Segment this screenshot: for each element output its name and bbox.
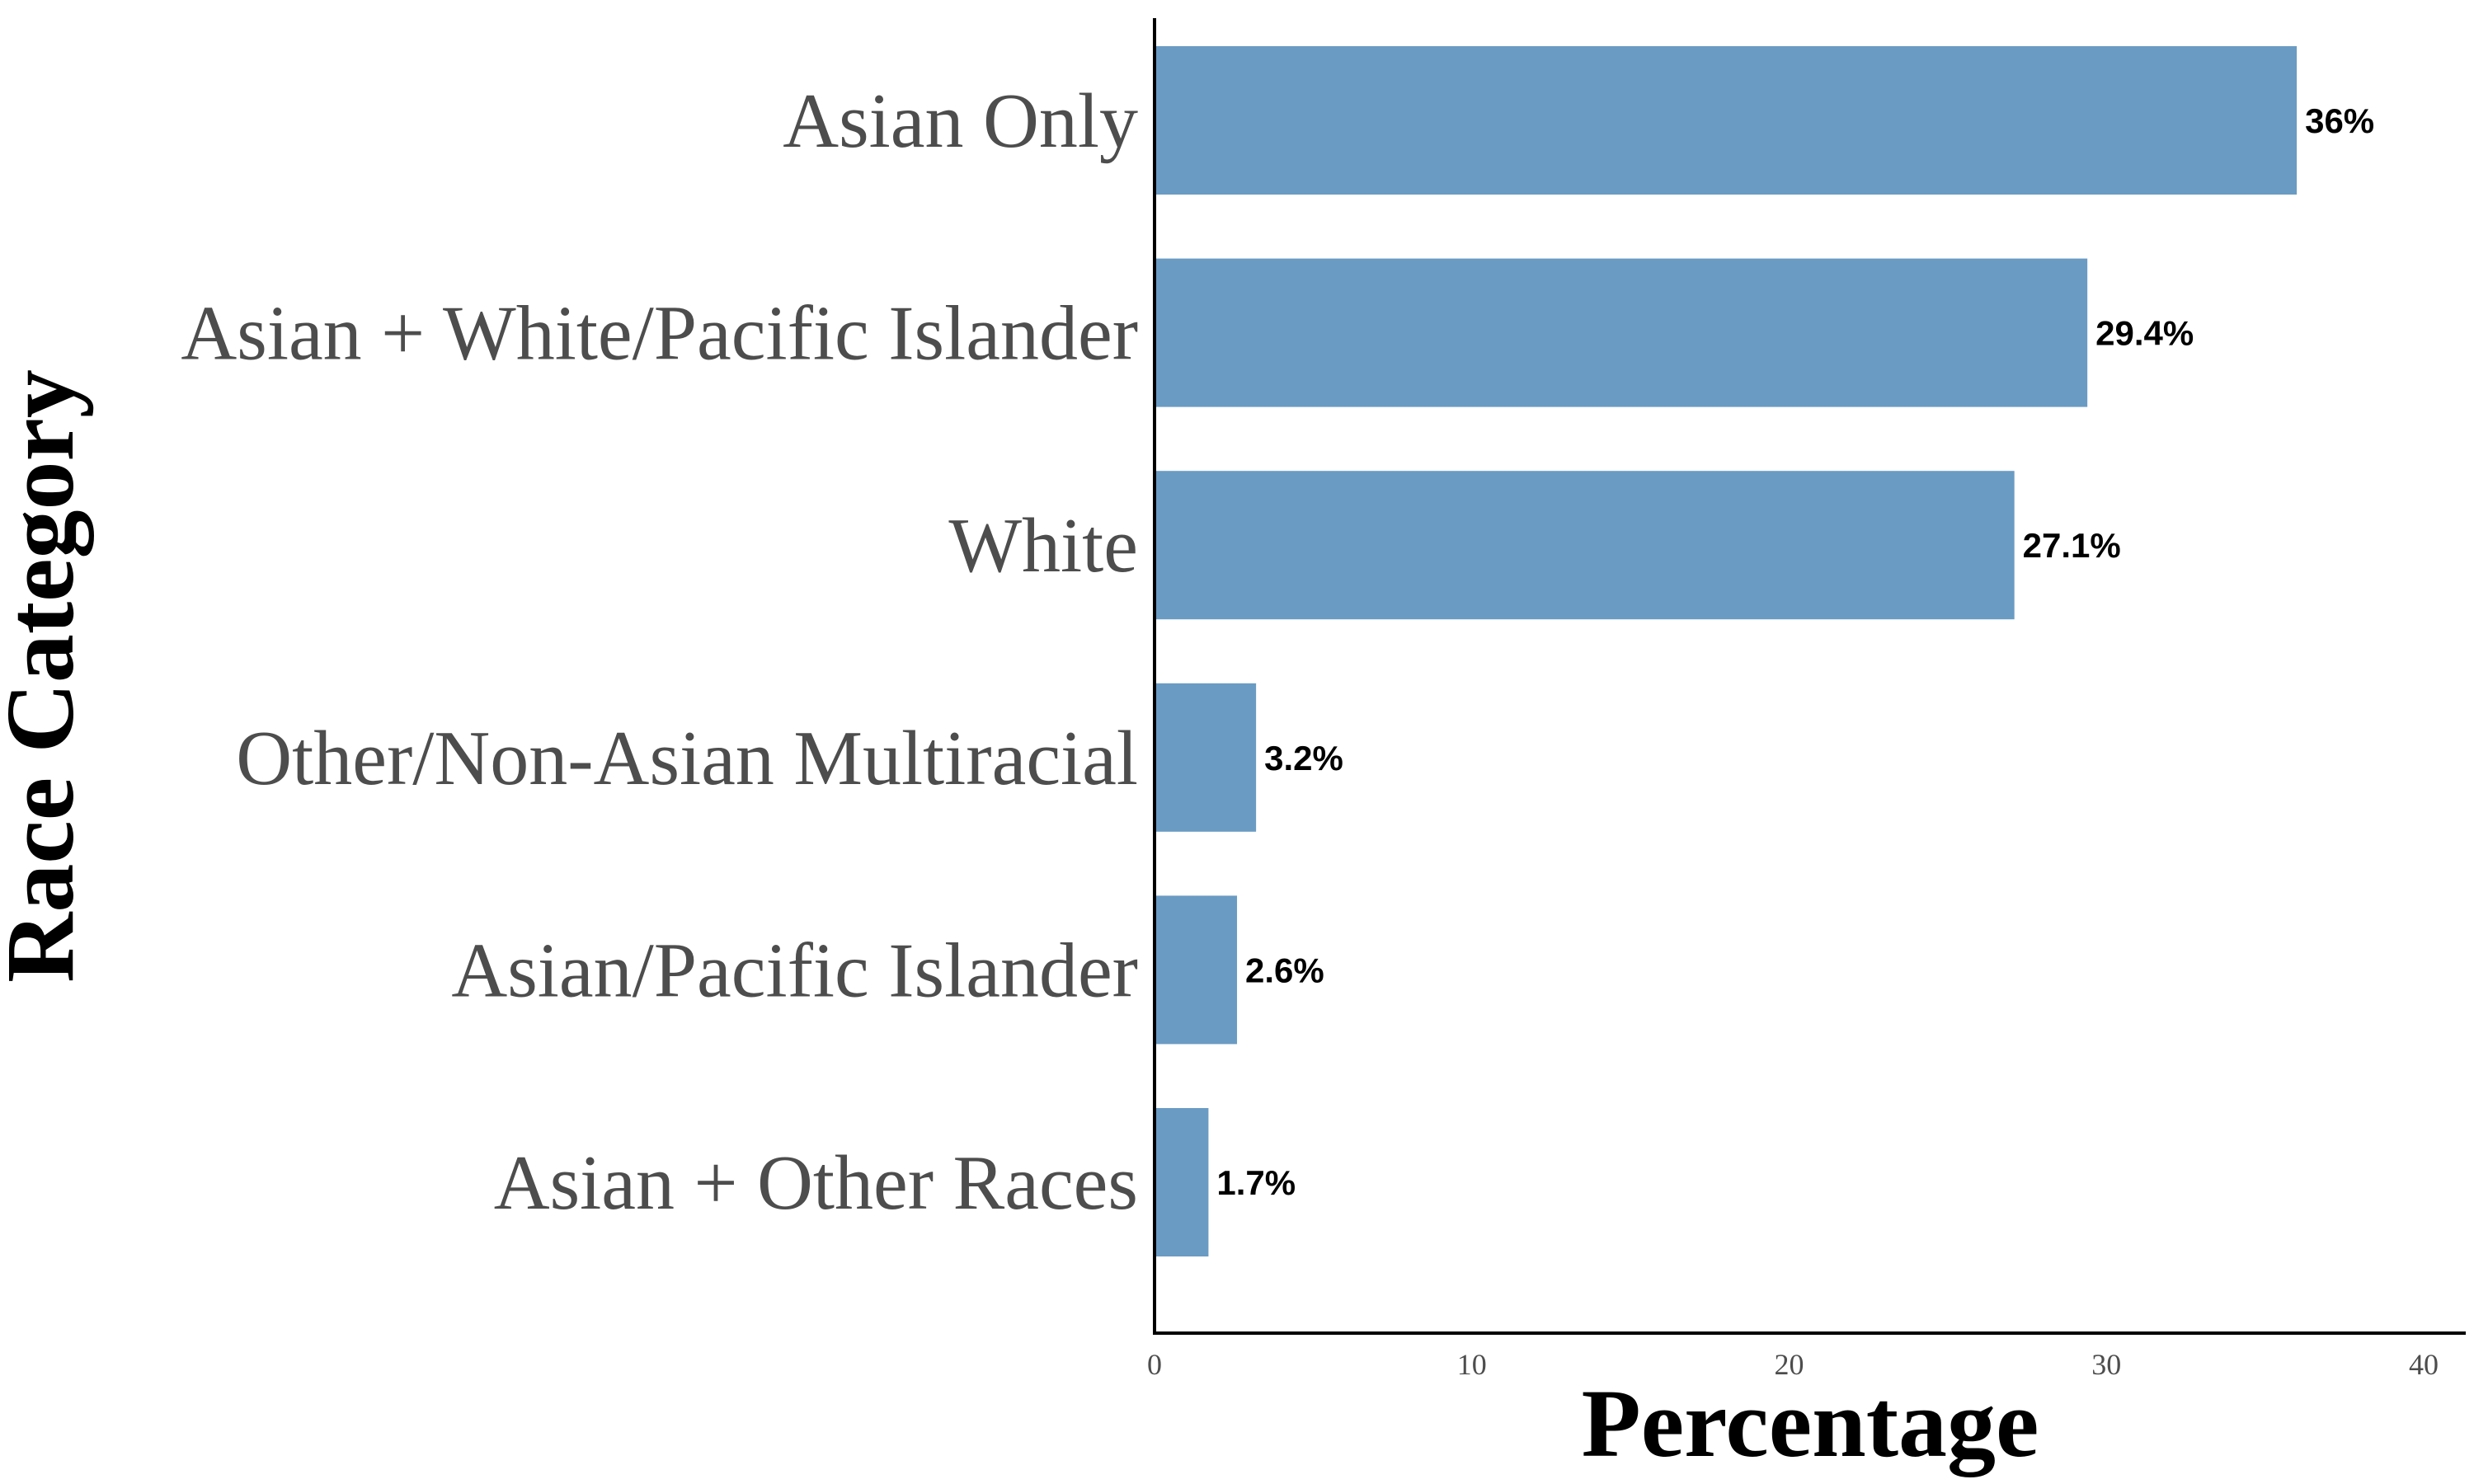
category-labels: Asian Only Asian + White/Pacific Islander… (181, 78, 1138, 1226)
category-label: Asian Only (783, 78, 1138, 164)
value-label: 2.6% (1245, 951, 1324, 989)
x-tick-label: 10 (1457, 1348, 1487, 1381)
category-label: Asian/Pacific Islander (451, 928, 1138, 1013)
category-label: Asian + Other Races (494, 1140, 1138, 1226)
value-label: 27.1% (2023, 526, 2121, 565)
value-label: 1.7% (1216, 1163, 1296, 1202)
bar-2 (1155, 258, 2088, 407)
bar-3 (1155, 471, 2015, 620)
bar-5 (1155, 895, 1238, 1045)
x-tick-label: 40 (2409, 1348, 2439, 1381)
bars (1155, 46, 2298, 1256)
x-tick-label: 0 (1147, 1348, 1162, 1381)
category-label: Asian + White/Pacific Islander (181, 291, 1138, 377)
x-axis-title: Percentage (1582, 1369, 2039, 1477)
value-label: 36% (2305, 101, 2374, 140)
category-label: Other/Non-Asian Multiracial (236, 716, 1138, 801)
x-tick-label: 30 (2091, 1348, 2121, 1381)
bar-6 (1155, 1108, 1209, 1256)
value-label: 3.2% (1264, 739, 1343, 777)
value-labels: 36% 29.4% 27.1% 3.2% 2.6% 1.7% (1216, 101, 2374, 1202)
x-axis-ticks: 0 10 20 30 40 (1147, 1348, 2439, 1381)
category-label: White (948, 503, 1138, 589)
bar-1 (1155, 46, 2298, 195)
x-tick-label: 20 (1775, 1348, 1804, 1381)
value-label: 29.4% (2095, 314, 2194, 353)
y-axis-title: Race Category (0, 369, 94, 983)
bar-4 (1155, 683, 1257, 832)
